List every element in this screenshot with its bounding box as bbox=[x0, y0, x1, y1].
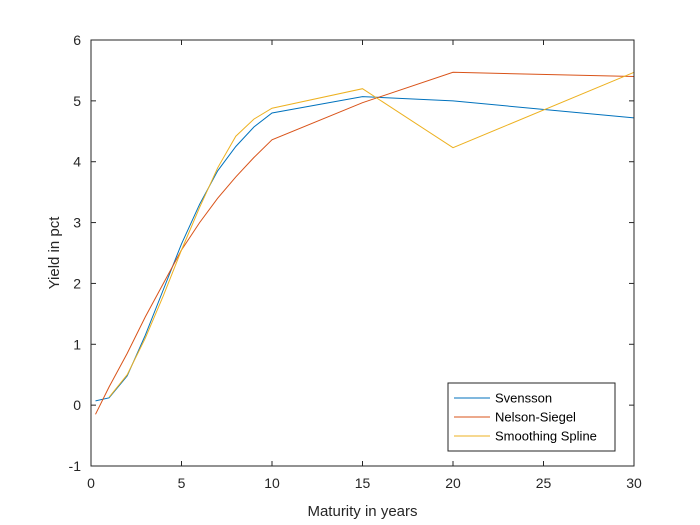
y-tick-label: -1 bbox=[69, 458, 82, 474]
y-axis-label: Yield in pct bbox=[46, 216, 63, 290]
series-line-smoothing-spline bbox=[108, 71, 635, 398]
legend: Svensson Nelson-Siegel Smoothing Spline bbox=[447, 382, 616, 452]
x-tick-label: 25 bbox=[536, 475, 552, 491]
y-tick-label: 5 bbox=[73, 93, 81, 109]
legend-label: Smoothing Spline bbox=[495, 429, 597, 444]
x-tick-label: 5 bbox=[178, 475, 186, 491]
series-line-nelson-siegel bbox=[95, 71, 635, 415]
x-tick-label: 10 bbox=[264, 475, 280, 491]
x-tick-label: 30 bbox=[626, 475, 642, 491]
x-tick-label: 0 bbox=[87, 475, 95, 491]
plot-lines bbox=[95, 71, 635, 415]
y-tick-label: 6 bbox=[73, 32, 81, 48]
x-tick-label: 20 bbox=[445, 475, 461, 491]
legend-label: Nelson-Siegel bbox=[495, 410, 576, 425]
x-axis: 0 5 10 15 20 25 30 bbox=[87, 40, 642, 491]
y-tick-label: 1 bbox=[73, 336, 81, 352]
y-tick-label: 0 bbox=[73, 397, 81, 413]
y-axis: -1 0 1 2 3 4 5 6 bbox=[69, 32, 634, 474]
y-tick-label: 3 bbox=[73, 215, 81, 231]
x-tick-label: 15 bbox=[355, 475, 371, 491]
series-line-svensson bbox=[95, 96, 635, 402]
legend-label: Svensson bbox=[495, 391, 552, 406]
x-axis-label: Maturity in years bbox=[307, 503, 417, 520]
y-tick-label: 4 bbox=[73, 154, 81, 170]
y-tick-label: 2 bbox=[73, 275, 81, 291]
